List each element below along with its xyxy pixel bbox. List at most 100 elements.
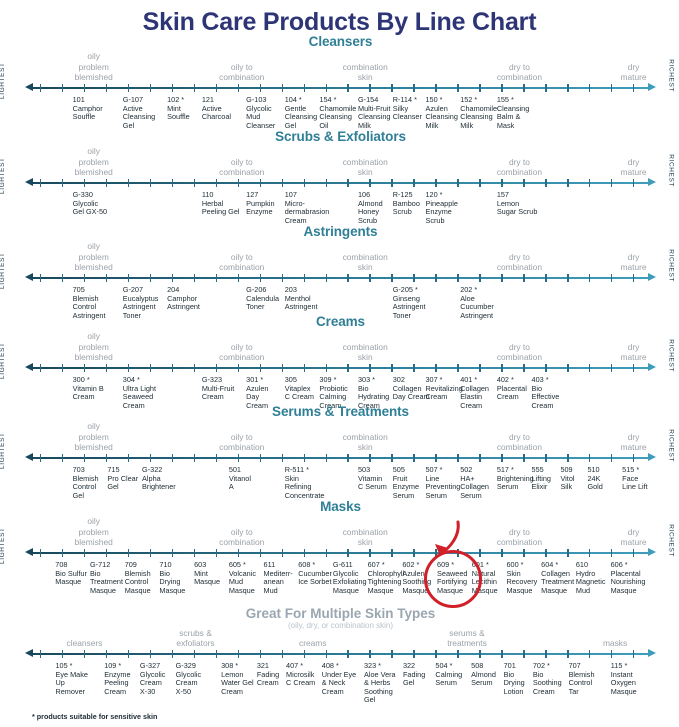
- axis-tick: [149, 548, 152, 557]
- product-label[interactable]: G-207 Eucalyptus Astringent Toner: [122, 285, 159, 320]
- product-label[interactable]: 309 * Probiotic Calming Cream: [319, 375, 348, 410]
- product-label[interactable]: 107 Micro- dermabrasion Cream: [284, 190, 330, 225]
- product-label[interactable]: G-712 Bio Treatment Masque: [89, 560, 123, 595]
- product-label[interactable]: 157 Lemon Sugar Scrub: [496, 190, 538, 217]
- axis-arrow-right-icon: [648, 273, 656, 282]
- axis-tick: [501, 178, 503, 187]
- product-label[interactable]: 603 Mint Masque: [194, 560, 221, 587]
- product-label[interactable]: 407 * Microsilk C Cream: [286, 661, 316, 688]
- product-label[interactable]: 154 * Chamomile Cleansing Oil: [319, 95, 357, 130]
- product-label[interactable]: 402 * Placental Cream: [496, 375, 527, 402]
- product-label[interactable]: 121 Active Charcoal: [201, 95, 232, 122]
- product-label[interactable]: G-329 Glycolic Cream X-50: [175, 661, 202, 696]
- product-label[interactable]: 509 Vitol Silk: [560, 465, 575, 492]
- product-label[interactable]: 708 Bio Sulfur Masque: [55, 560, 87, 587]
- product-label[interactable]: 300 * Vitamin B Cream: [72, 375, 104, 402]
- product-label[interactable]: 101 Camphor Souffle: [72, 95, 103, 122]
- axis-tick: [391, 363, 393, 372]
- product-label[interactable]: G-330 Glycolic Gel GX-50: [72, 190, 108, 217]
- product-label[interactable]: 507 * Line Preventing Serum: [425, 465, 461, 500]
- product-label[interactable]: 555 Lifting Elixir: [531, 465, 551, 492]
- product-label[interactable]: 403 * Bio Effective Cream: [531, 375, 560, 410]
- product-label[interactable]: 602 * Azulen Soothing Masque: [402, 560, 432, 595]
- bottom-axis: [25, 648, 656, 660]
- axis-tick: [457, 273, 459, 282]
- product-label[interactable]: 105 * Eye Make Up Remover: [55, 661, 88, 696]
- product-label[interactable]: 609 * Seaweed Fortifying Masque: [437, 560, 468, 595]
- product-label[interactable]: 322 Fading Gel: [402, 661, 426, 688]
- product-label[interactable]: 605 * Volcanic Mud Masque: [228, 560, 256, 595]
- axis-line: [32, 87, 649, 89]
- product-label[interactable]: G-206 Calendula Toner: [246, 285, 280, 312]
- axis-tick: [545, 178, 547, 187]
- product-label[interactable]: 701 Bio Drying Lotion: [503, 661, 525, 696]
- product-label[interactable]: 607 * Chlorophyll Tightening Masque: [367, 560, 405, 595]
- product-label[interactable]: G-611 Glycolic Exfoliating Masque: [332, 560, 367, 595]
- product-label[interactable]: 510 24K Gold: [587, 465, 603, 492]
- product-label[interactable]: 301 * Azulen Day Cream: [246, 375, 269, 410]
- product-label[interactable]: R-511 * Skin Refining Concentrate: [284, 465, 325, 500]
- product-label[interactable]: G-322 Alpha Brightener: [142, 465, 176, 492]
- product-label[interactable]: 715 Pro Clear Gel: [107, 465, 139, 492]
- product-label[interactable]: 515 * Face Line Lift: [622, 465, 648, 492]
- product-label[interactable]: 608 * Cucumber Ice Sorbet: [298, 560, 332, 587]
- product-label[interactable]: 115 * Instant Oxygen Masque: [610, 661, 637, 696]
- product-label[interactable]: G-107 Active Cleansing Gel: [122, 95, 156, 130]
- product-label[interactable]: G-327 Glycolic Cream X-30: [139, 661, 166, 696]
- product-label[interactable]: 610 Hydro Magnetic Mud: [575, 560, 606, 595]
- product-label[interactable]: 705 Blemish Control Astringent: [72, 285, 106, 320]
- product-label[interactable]: R-125 Bamboo Scrub: [392, 190, 420, 217]
- product-label[interactable]: G-323 Multi-Fruit Cream: [201, 375, 235, 402]
- product-label[interactable]: 508 Almond Serum: [471, 661, 496, 688]
- product-label[interactable]: 307 * Revitalizing Cream: [425, 375, 463, 402]
- product-label[interactable]: 604 * Collagen Treatment Masque: [541, 560, 575, 595]
- product-label[interactable]: R-114 * Silky Cleanser: [392, 95, 422, 122]
- product-label[interactable]: 109 * Enzyme Peeling Cream: [104, 661, 131, 696]
- product-label[interactable]: 611 Mediterr- anean Mud: [263, 560, 293, 595]
- product-label[interactable]: 517 * Brightening Serum: [496, 465, 534, 492]
- axis-tick: [61, 649, 64, 658]
- product-label[interactable]: 600 * Skin Recovery Masque: [506, 560, 538, 595]
- product-label[interactable]: 505 Fruit Enzyme Serum: [392, 465, 420, 500]
- product-label[interactable]: 321 Fading Cream: [256, 661, 280, 688]
- axis-tick: [83, 649, 86, 658]
- product-label[interactable]: 504 * Calming Serum: [435, 661, 463, 688]
- product-label[interactable]: G-103 Glycolic Mud Cleanser: [246, 95, 276, 130]
- product-label[interactable]: 502 HA+ Collagen Serum: [460, 465, 489, 500]
- axis-tick: [567, 83, 569, 92]
- product-label[interactable]: 150 * Azulen Cleansing Milk: [425, 95, 458, 130]
- product-label[interactable]: 204 Camphor Astringent: [167, 285, 200, 312]
- product-label[interactable]: 104 * Gentle Cleansing Gel: [284, 95, 318, 130]
- product-label[interactable]: 606 * Placental Nourishing Masque: [610, 560, 646, 595]
- product-label[interactable]: 401 * Collagen Elastin Cream: [460, 375, 489, 410]
- product-label[interactable]: 408 * Under Eye & Neck Cream: [321, 661, 357, 696]
- product-label[interactable]: 106 Almond Honey Scrub: [357, 190, 383, 225]
- product-label[interactable]: 702 * Bio Soothing Cream: [532, 661, 562, 696]
- product-label[interactable]: G-154 Multi-Fruit Cleansing Milk: [357, 95, 391, 130]
- product-label[interactable]: 303 * Bio Hydrating Cream: [357, 375, 390, 410]
- product-label[interactable]: G-205 * Ginseng Astringent Toner: [392, 285, 426, 320]
- product-label[interactable]: 302 Collagen Day Cream: [392, 375, 430, 402]
- product-label[interactable]: 308 * Lemon Water Gel Cream: [221, 661, 254, 696]
- product-label[interactable]: 601 * Natural Lecithin Masque: [471, 560, 498, 595]
- product-label[interactable]: 501 Vitanol A: [228, 465, 251, 492]
- product-label[interactable]: 127 Pumpkin Enzyme: [246, 190, 275, 217]
- product-label[interactable]: 304 * Ultra Light Seaweed Cream: [122, 375, 157, 410]
- axis-tick: [523, 178, 525, 187]
- product-label[interactable]: 202 * Aloe Cucumber Astringent: [460, 285, 494, 320]
- product-label[interactable]: 710 Bio Drying Masque: [159, 560, 186, 595]
- product-label[interactable]: 152 * Chamomile Cleansing Milk: [460, 95, 498, 130]
- product-label[interactable]: 323 * Aloe Vera & Herbs Soothing Gel: [363, 661, 396, 705]
- product-label[interactable]: 305 Vitaplex C Cream: [284, 375, 314, 402]
- product-label[interactable]: 102 * Mint Souffle: [167, 95, 190, 122]
- product-label[interactable]: 503 Vitamin C Serum: [357, 465, 387, 492]
- product-label[interactable]: 110 Herbal Peeling Gel: [201, 190, 240, 217]
- product-label[interactable]: 203 Menthol Astringent: [284, 285, 318, 312]
- product-label[interactable]: 707 Blemish Control Tar: [568, 661, 595, 696]
- axis-tick: [391, 453, 393, 462]
- product-label[interactable]: 120 * Pineapple Enzyme Scrub: [425, 190, 458, 225]
- product-label[interactable]: 155 * Cleansing Balm & Mask: [496, 95, 530, 130]
- product-label[interactable]: 703 Blemish Control Gel: [72, 465, 99, 500]
- axis: [25, 547, 656, 559]
- product-label[interactable]: 709 Blemish Control Masque: [124, 560, 151, 595]
